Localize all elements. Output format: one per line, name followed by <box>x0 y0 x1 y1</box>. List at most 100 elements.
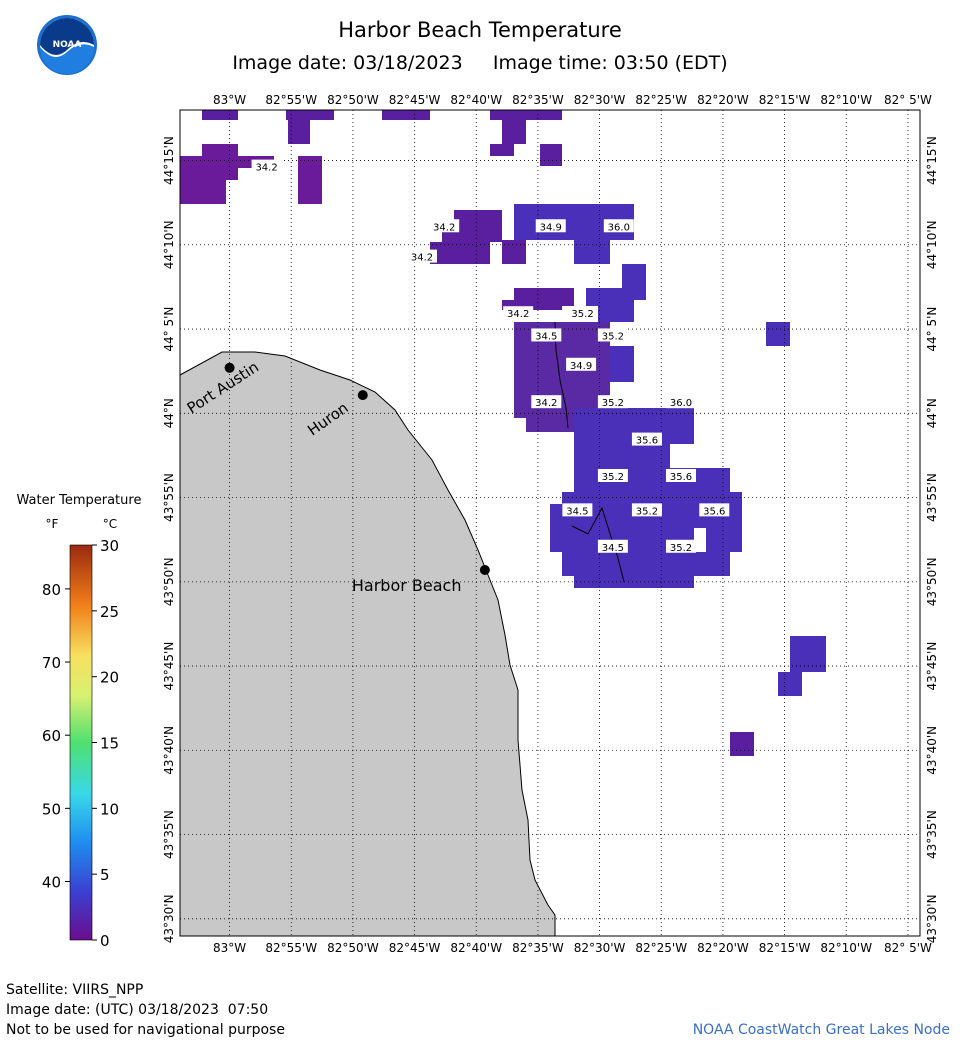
lon-tick-label: 82°25'W <box>635 941 687 955</box>
c-tick-label: 10 <box>100 800 119 818</box>
lat-tick-label: 43°55'N <box>162 473 176 522</box>
lon-tick-label: 82°10'W <box>820 941 872 955</box>
lat-tick-label: 43°50'N <box>162 557 176 606</box>
water-cell <box>790 636 826 672</box>
temperature-label: 35.2 <box>602 398 624 409</box>
temperature-label-box <box>631 503 662 517</box>
isotherm-line <box>571 506 625 583</box>
water-cell <box>286 110 334 120</box>
noaa-logo-icon: NOAA <box>37 15 97 75</box>
axis-tick-labels: 83°W 83°W 82°55'W 82°55'W 82°50'W 82°50'W 82°4… <box>162 93 939 955</box>
water-cell <box>574 240 610 264</box>
lon-tick-label: 82°15'W <box>759 941 811 955</box>
lat-tick-label: 44°15'N <box>925 136 939 185</box>
water-cell <box>610 346 634 382</box>
image-date-time: Image date: 03/18/2023 Image time: 03:50… <box>0 52 960 74</box>
water-cell <box>730 732 754 756</box>
legend-title: Water Temperature <box>16 493 142 508</box>
water-cell <box>288 120 310 144</box>
lat-tick-label: 43°45'N <box>162 642 176 691</box>
lat-tick-label: 43°30'N <box>925 894 939 943</box>
lon-tick-label: 82°20'W <box>697 941 749 955</box>
temperature-label-box <box>665 395 696 409</box>
temperature-label-box <box>503 306 534 320</box>
temperature-label-box <box>603 219 634 233</box>
temperature-label-box <box>597 328 628 342</box>
logo-text: NOAA <box>53 40 82 50</box>
water-cell <box>778 672 802 696</box>
temperature-label-box <box>699 503 730 517</box>
temperature-label: 34.5 <box>535 331 557 342</box>
lon-tick-label: 82°55'W <box>265 941 317 955</box>
temperature-label-box <box>531 395 562 409</box>
lat-tick-label: 43°55'N <box>925 473 939 522</box>
temperature-label-box <box>566 357 597 371</box>
land-layer <box>179 351 556 937</box>
lat-tick-label: 44°10'N <box>162 220 176 269</box>
lon-tick-label: 82°20'W <box>697 93 749 107</box>
land-area <box>179 351 556 937</box>
color-bar <box>69 544 93 941</box>
temperature-label-box <box>531 328 562 342</box>
satellite-info: Satellite: VIIRS_NPP <box>6 982 144 998</box>
lon-tick-label: 82°25'W <box>635 93 687 107</box>
temperature-label: 34.2 <box>411 253 433 264</box>
water-cell <box>180 168 238 180</box>
temperature-label-box <box>597 539 628 553</box>
image-time: 03:50 (EDT) <box>613 52 728 74</box>
f-tick-label: 70 <box>42 654 61 672</box>
water-cell <box>502 240 526 264</box>
f-tick-label: 50 <box>42 800 61 818</box>
lat-tick-label: 44° 5'N <box>162 307 176 352</box>
temperature-label: 36.0 <box>670 398 692 409</box>
lon-tick-label: 82° 5'W <box>884 93 932 107</box>
water-cell <box>562 552 730 576</box>
lon-tick-label: 83°W <box>213 941 246 955</box>
temperature-label: 35.6 <box>703 506 725 517</box>
lon-tick-label: 82°35'W <box>512 93 564 107</box>
lon-tick-label: 82°40'W <box>450 941 502 955</box>
water-cell <box>562 492 742 504</box>
temperature-label-box <box>631 432 662 446</box>
temperature-label: 34.9 <box>540 222 562 233</box>
water-cell <box>202 144 238 156</box>
lon-tick-label: 82°50'W <box>327 941 379 955</box>
legend-unit-f: °F <box>46 517 59 531</box>
c-tick-label: 20 <box>100 669 119 687</box>
lat-tick-label: 43°40'N <box>162 726 176 775</box>
image-time-label: Image time: <box>492 52 608 74</box>
map-title: Harbor Beach Temperature <box>338 18 622 42</box>
lat-tick-label: 43°35'N <box>162 810 176 859</box>
lon-tick-label: 82°35'W <box>512 941 564 955</box>
c-tick-label: 0 <box>100 932 110 950</box>
temperature-label: 34.5 <box>566 506 588 517</box>
lat-tick-label: 43°45'N <box>925 642 939 691</box>
temperature-label-box <box>429 219 460 233</box>
c-tick-label: 15 <box>100 735 119 753</box>
lon-tick-label: 82°40'W <box>450 93 502 107</box>
graticule <box>180 110 920 936</box>
lat-tick-label: 44°10'N <box>925 220 939 269</box>
temperature-label: 34.9 <box>570 361 592 372</box>
no-data-cell <box>502 228 514 240</box>
temperature-label-box <box>535 219 566 233</box>
water-cell <box>382 110 430 120</box>
f-tick-label: 80 <box>42 581 61 599</box>
temperature-label-box <box>597 468 628 482</box>
temperature-label: 34.5 <box>602 543 624 554</box>
temperature-label: 35.2 <box>602 331 624 342</box>
lat-tick-label: 44° 5'N <box>925 307 939 352</box>
lat-tick-label: 43°50'N <box>925 557 939 606</box>
temperature-label-box <box>567 306 598 320</box>
temperature-label: 35.2 <box>571 309 593 320</box>
temperature-labels: 34.2 34.2 34.9 36.0 34.2 34.2 35.2 34.5 35.2 34.9… <box>251 159 730 554</box>
city-dot <box>224 362 235 373</box>
lon-tick-label: 82°10'W <box>820 93 872 107</box>
f-tick-label: 60 <box>42 727 61 745</box>
lat-tick-label: 44°N <box>925 398 939 428</box>
water-cell <box>180 156 274 168</box>
c-tick-label: 25 <box>100 603 119 621</box>
water-cell <box>490 110 562 120</box>
